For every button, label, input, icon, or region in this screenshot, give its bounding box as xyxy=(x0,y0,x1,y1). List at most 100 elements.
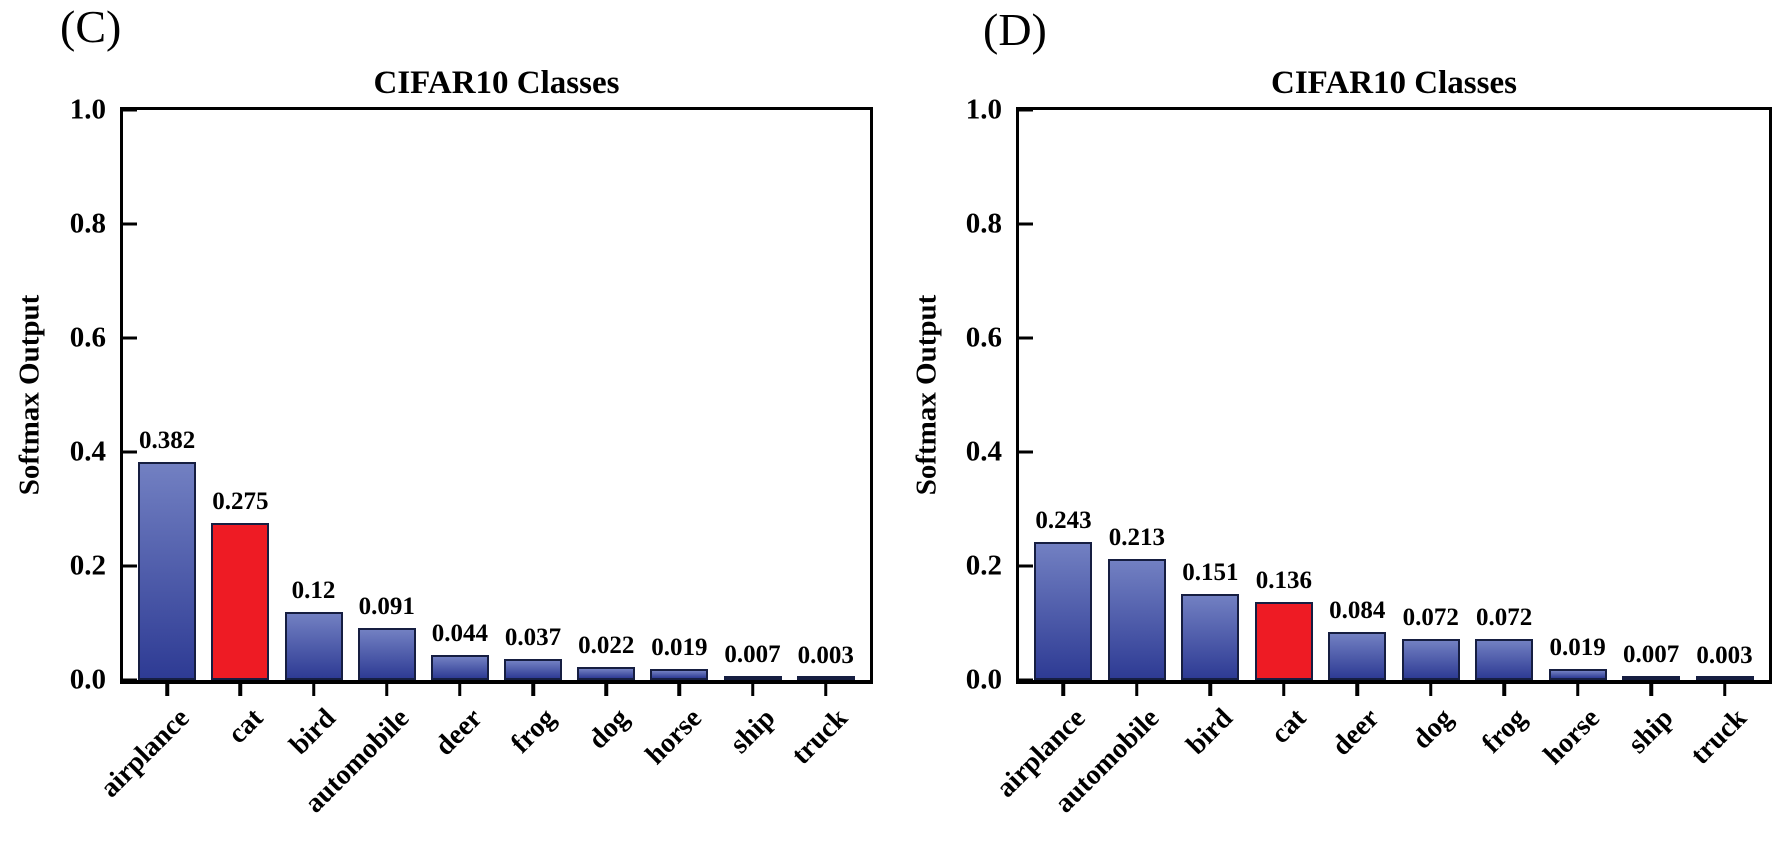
bar-slot: 0.213 automobile xyxy=(1049,110,1166,819)
bar-slot: 0.382 airplance xyxy=(95,110,197,804)
panel-letter-label: (C) xyxy=(60,1,122,52)
y-tick-mark xyxy=(123,678,137,682)
bar-slot: 0.007 ship xyxy=(723,110,782,760)
bar xyxy=(796,676,855,680)
bar-slot: 0.084 deer xyxy=(1326,110,1387,762)
x-tick-mark xyxy=(823,684,828,696)
y-axis-title: Softmax Output xyxy=(910,294,943,496)
x-category-label: automobile xyxy=(1048,702,1166,820)
bar-slot: 0.044 deer xyxy=(429,110,489,762)
bar-value-label: 0.275 xyxy=(212,488,269,516)
y-tick-label: 1.0 xyxy=(69,93,106,126)
bar xyxy=(1622,676,1681,680)
x-category-label: ship xyxy=(723,702,782,760)
bar-value-label: 0.037 xyxy=(504,623,562,651)
bar-value-label: 0.243 xyxy=(1035,506,1092,534)
y-tick-mark xyxy=(1019,678,1033,682)
plot-area-c: (C) CIFAR10 Classes Softmax Output 1.0 0.8 0.… xyxy=(14,2,873,819)
x-category-label: deer xyxy=(1326,702,1386,762)
bar-slot: 0.12 bird xyxy=(284,110,343,761)
x-category-label: truck xyxy=(1684,702,1754,771)
x-category-label: automobile xyxy=(298,702,416,820)
bar-slot: 0.072 frog xyxy=(1475,110,1534,759)
bar-slot: 0.003 truck xyxy=(786,110,855,771)
bar-value-label: 0.007 xyxy=(724,641,781,669)
bar-value-label: 0.072 xyxy=(1476,603,1533,631)
bar-value-label: 0.12 xyxy=(291,576,336,604)
bar-slot: 0.136 cat xyxy=(1254,110,1313,750)
bar-value-label: 0.007 xyxy=(1622,641,1680,669)
x-category-label: deer xyxy=(429,702,489,762)
bar-value-label: 0.213 xyxy=(1108,523,1166,551)
y-tick-label: 0.4 xyxy=(965,435,1002,468)
x-tick-mark xyxy=(1575,684,1580,696)
y-tick-label: 0.2 xyxy=(965,549,1002,582)
x-category-label: frog xyxy=(504,702,562,760)
bar-value-label: 0.019 xyxy=(1549,634,1606,662)
bar-value-label: 0.072 xyxy=(1402,603,1459,631)
bar-value-label: 0.003 xyxy=(797,641,854,669)
bar xyxy=(1107,558,1166,680)
x-category-label: airplance xyxy=(94,702,196,804)
x-tick-mark xyxy=(1135,684,1139,696)
bar xyxy=(1475,638,1534,680)
bar xyxy=(650,669,709,680)
x-tick-mark xyxy=(165,684,169,696)
bar xyxy=(1034,541,1093,680)
panel-letter-label: (D) xyxy=(983,4,1047,55)
bar-value-label: 0.382 xyxy=(139,427,196,455)
y-tick-label: 0.0 xyxy=(965,663,1002,696)
bar-slot: 0.007 ship xyxy=(1622,110,1681,760)
bar xyxy=(1548,669,1607,680)
y-tick-mark xyxy=(1019,564,1033,568)
bar-highlighted xyxy=(1254,602,1313,680)
x-tick-mark xyxy=(1428,684,1433,696)
x-tick-mark xyxy=(1208,684,1213,696)
x-tick-mark xyxy=(531,684,535,696)
x-tick-mark xyxy=(604,684,608,696)
bar xyxy=(1328,632,1387,680)
bar xyxy=(284,611,343,680)
x-category-label: horse xyxy=(1538,702,1607,771)
x-category-label: bird xyxy=(283,702,343,761)
y-tick-mark xyxy=(123,336,137,340)
y-tick-label: 0.8 xyxy=(965,207,1002,240)
bar-slot: 0.275 cat xyxy=(211,110,270,750)
x-tick-mark xyxy=(1502,684,1506,696)
y-tick-mark xyxy=(1019,108,1033,112)
y-tick-mark xyxy=(1019,336,1033,340)
x-category-label: bird xyxy=(1180,702,1239,761)
bar xyxy=(430,654,489,680)
x-tick-mark xyxy=(1722,684,1727,696)
bar xyxy=(1401,638,1460,680)
x-tick-mark xyxy=(1355,684,1360,696)
x-tick-mark xyxy=(1649,684,1653,696)
x-category-label: horse xyxy=(639,702,708,771)
x-tick-mark xyxy=(458,684,462,696)
x-category-label: dog xyxy=(581,702,635,756)
bar xyxy=(723,676,782,680)
chart-title: CIFAR10 Classes xyxy=(373,65,620,101)
bar xyxy=(138,462,197,680)
x-tick-mark xyxy=(238,684,243,696)
bar-slot: 0.037 frog xyxy=(504,110,563,759)
bar-value-label: 0.084 xyxy=(1329,597,1386,625)
y-tick-label: 0.4 xyxy=(69,435,106,468)
x-tick-mark xyxy=(311,684,316,696)
x-tick-mark xyxy=(677,684,682,696)
y-tick-label: 1.0 xyxy=(965,93,1002,126)
x-category-label: airplance xyxy=(990,702,1092,804)
x-category-label: frog xyxy=(1475,702,1533,760)
bar-value-label: 0.022 xyxy=(578,632,635,660)
bars-row: 0.243 airplance 0.213 automobile 0.151 bird 0.… xyxy=(991,110,1769,819)
bars-row: 0.382 airplance 0.275 cat 0.12 bird 0.091 autom… xyxy=(95,110,870,819)
x-category-label: ship xyxy=(1622,702,1680,760)
bar-slot: 0.151 bird xyxy=(1181,110,1240,761)
bar xyxy=(357,628,416,680)
bar-value-label: 0.091 xyxy=(358,593,415,621)
bar xyxy=(577,667,636,680)
bar-slot: 0.072 dog xyxy=(1401,110,1460,755)
bar-value-label: 0.044 xyxy=(431,619,488,647)
